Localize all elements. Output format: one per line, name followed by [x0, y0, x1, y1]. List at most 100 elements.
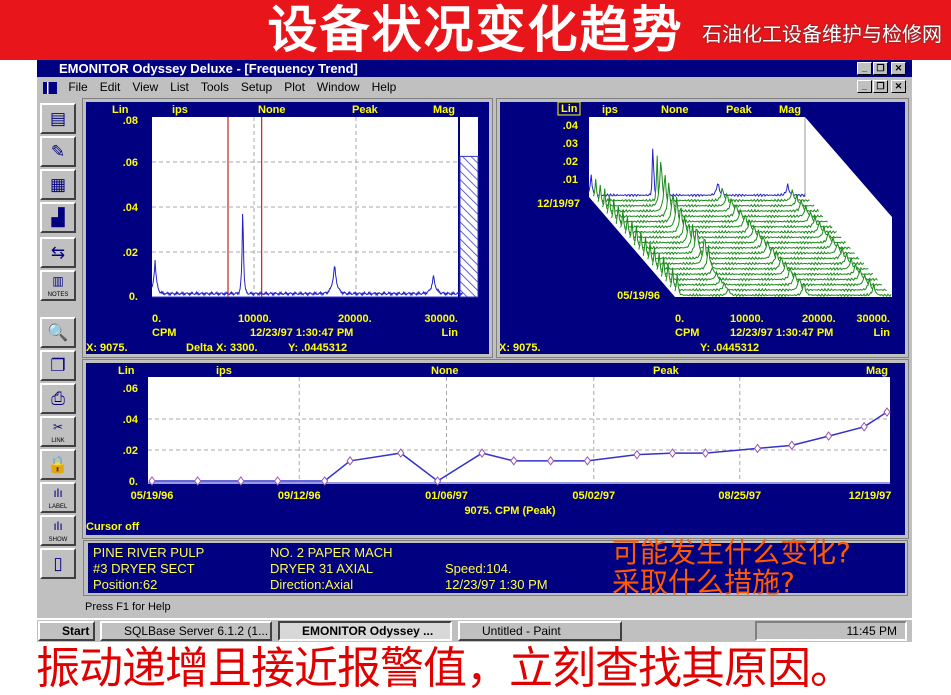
remote-button[interactable]: ▯ [40, 548, 76, 579]
task-emonitor[interactable]: EMONITOR Odyssey ... [278, 621, 452, 641]
trend-point[interactable] [546, 456, 555, 466]
mag-level-bar [459, 155, 479, 298]
route-button[interactable]: ▤ [40, 103, 76, 134]
show-button[interactable]: ılı SHOW [40, 515, 76, 546]
list-edit-button[interactable]: ✎ [40, 136, 76, 167]
menu-bar: File Edit View List Tools Setup Plot Window Help [37, 78, 837, 97]
section: #3 DRYER SECT [93, 561, 195, 576]
spectrum-button[interactable]: ▟ [40, 202, 76, 233]
minimize-button[interactable]: _ [857, 62, 872, 75]
trend-chart[interactable]: Lin ips None Peak Mag .06 .04 .02 0. 05/… [86, 363, 905, 535]
trend-point[interactable] [194, 476, 202, 486]
waterfall-chart[interactable]: Lin ips None Peak Mag .04 .03 .02 .01 12… [499, 101, 905, 354]
menu-plot[interactable]: Plot [284, 80, 305, 94]
label-button[interactable]: ılı LABEL [40, 482, 76, 513]
menu-list[interactable]: List [170, 80, 189, 94]
clock: 11:45 PM [846, 624, 897, 638]
header-scale: Lin [112, 104, 129, 116]
trend-point[interactable] [433, 476, 442, 486]
copy-button[interactable]: ❐ [40, 350, 76, 381]
point: DRYER 31 AXIAL [270, 561, 374, 576]
menu-help[interactable]: Help [371, 80, 397, 94]
trend-point[interactable] [788, 440, 796, 451]
direction: Direction:Axial [270, 577, 354, 592]
cursor-delta: Delta X: 3300. [186, 342, 258, 354]
latest-spectrum [588, 148, 806, 198]
trend-point[interactable] [883, 407, 891, 417]
menu-edit[interactable]: Edit [99, 80, 121, 94]
menu-setup[interactable]: Setup [240, 80, 273, 94]
documents-button[interactable]: ▦ [40, 169, 76, 200]
remote-icon: ▯ [53, 554, 63, 573]
measurement-date: 12/23/97 1:30 PM [445, 577, 548, 592]
trend-point[interactable] [274, 476, 282, 486]
transfer-button[interactable]: ⇆ [40, 237, 76, 268]
zoom-button[interactable]: 🔍 [40, 317, 76, 348]
trend-point[interactable] [237, 476, 245, 486]
x-unit: CPM [152, 327, 176, 339]
menu-view[interactable]: View [132, 80, 159, 94]
link-button[interactable]: ✂ LINK [40, 416, 76, 447]
trend-point[interactable] [668, 448, 677, 458]
task-paint[interactable]: Untitled - Paint [458, 621, 622, 641]
timestamp: 12/23/97 1:30:47 PM [730, 327, 833, 339]
history-spectrum [606, 182, 824, 219]
x-tick: 10000. [730, 313, 764, 325]
trend-point[interactable] [701, 448, 710, 458]
doc-close-button[interactable]: ✕ [891, 80, 906, 93]
cursor-x: X: 9075. [86, 342, 128, 354]
history-spectrum [620, 207, 837, 235]
history-spectrum [647, 238, 865, 266]
button-label: LABEL [48, 504, 68, 510]
button-label: SHOW [48, 537, 68, 543]
question-change: 可能发生什么变化? [612, 536, 851, 569]
trend-point[interactable] [346, 456, 354, 466]
history-spectrum [651, 245, 869, 272]
menu-window[interactable]: Window [316, 80, 360, 94]
menu-file[interactable]: File [68, 80, 88, 94]
x-tick: 30000. [856, 313, 890, 325]
trend-panel: Lin ips None Peak Mag .06 .04 .02 0. 05/… [82, 359, 909, 539]
lock-icon: 🔒 [47, 455, 69, 474]
trend-point[interactable] [633, 449, 641, 460]
spectrum-chart[interactable]: Lin ips None Peak Mag .08 .06 .04 .02 0.… [86, 102, 489, 354]
print-button[interactable]: ⎙ [40, 383, 76, 414]
notes-button[interactable]: ▥ NOTES [40, 270, 76, 301]
task-sqlbase[interactable]: SQLBase Server 6.1.2 (1... [100, 621, 272, 641]
menu-tools[interactable]: Tools [200, 80, 229, 94]
start-button[interactable]: Start [38, 621, 95, 641]
doc-minimize-button[interactable]: _ [857, 80, 872, 93]
trend-point[interactable] [510, 456, 518, 466]
trend-point[interactable] [583, 456, 592, 466]
x-axis-label: 9075. CPM (Peak) [464, 505, 555, 517]
x-tick: 0. [675, 313, 684, 325]
header-units: ips [172, 104, 188, 116]
trend-point[interactable] [478, 448, 486, 458]
history-spectrum [624, 215, 842, 240]
lock-button[interactable]: 🔒 [40, 449, 76, 480]
doc-icon[interactable] [43, 81, 57, 94]
x-tick: 30000. [424, 313, 458, 325]
history-spectrum [660, 256, 878, 282]
history-spectrum [593, 155, 810, 203]
date-front: 05/19/96 [617, 290, 660, 302]
close-button[interactable]: ✕ [891, 62, 906, 75]
doc-restore-button[interactable]: ❐ [873, 80, 888, 93]
machine: NO. 2 PAPER MACH [270, 545, 393, 560]
header-scale: Lin [118, 365, 135, 377]
scale-selector[interactable] [557, 101, 581, 116]
header-scale: Lin [561, 103, 578, 115]
slide-title: 设备状况变化趋势 [0, 0, 951, 60]
trend-point[interactable] [860, 421, 868, 432]
button-label: NOTES [47, 292, 69, 298]
trend-point[interactable] [397, 448, 405, 458]
x-tick: 20000. [802, 313, 836, 325]
trend-point[interactable] [753, 443, 762, 454]
x-tick: 01/06/97 [425, 490, 468, 502]
restore-button[interactable]: ❐ [873, 62, 888, 75]
trend-point[interactable] [321, 476, 329, 486]
trend-point[interactable] [148, 476, 156, 486]
trend-point[interactable] [824, 431, 833, 441]
documents-icon: ▦ [49, 175, 67, 194]
x-tick: 10000. [238, 313, 272, 325]
